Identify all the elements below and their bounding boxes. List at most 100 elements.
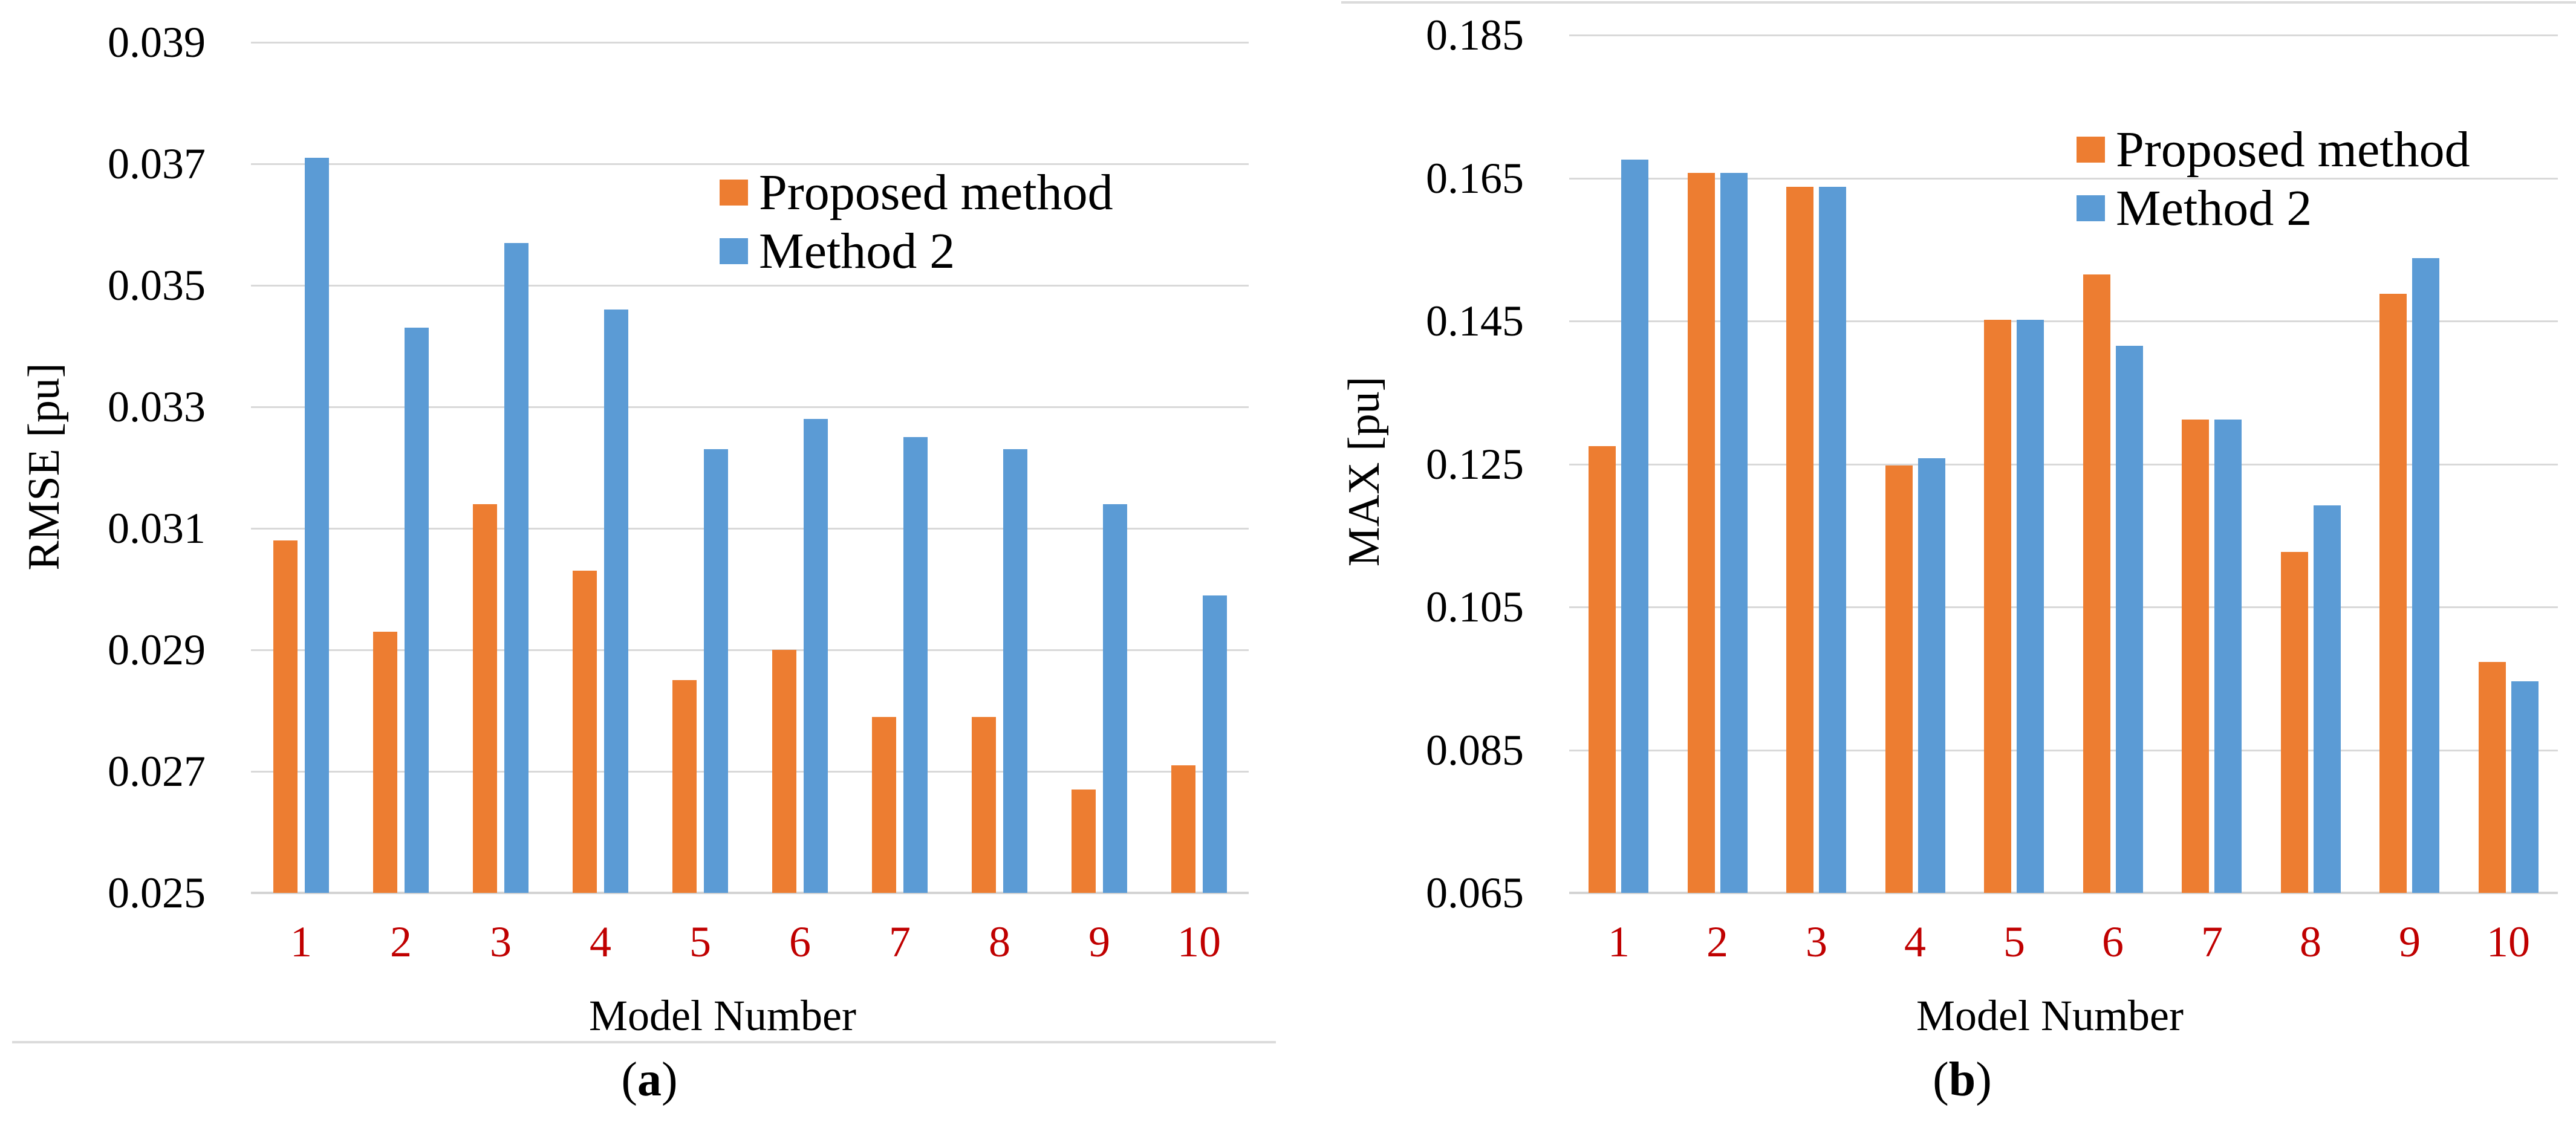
x-tick-label: 9 xyxy=(2399,918,2421,966)
bar-proposed-method-model-5 xyxy=(672,680,697,893)
bar-proposed-method-model-8 xyxy=(2281,552,2308,893)
legend-label: Proposed method xyxy=(2116,122,2470,178)
x-tick-label: 5 xyxy=(2003,918,2025,966)
x-tick-label: 6 xyxy=(789,918,811,966)
bar-method-2-model-3 xyxy=(504,243,529,893)
legend-item-method-2: Method 2 xyxy=(2077,179,2470,238)
legend-item-proposed-method: Proposed method xyxy=(2077,120,2470,179)
y-tick-label: 0.035 xyxy=(108,261,206,310)
y-tick-label: 0.185 xyxy=(1426,11,1524,59)
bar-proposed-method-model-2 xyxy=(373,632,397,893)
bar-method-2-model-10 xyxy=(2511,681,2539,893)
bar-method-2-model-9 xyxy=(2412,258,2439,893)
legend: Proposed method Method 2 xyxy=(720,163,1113,280)
legend-swatch-method-2 xyxy=(2077,195,2105,221)
x-tick-label: 10 xyxy=(2487,918,2530,966)
y-tick-label: 0.031 xyxy=(108,504,206,553)
y-tick-label: 0.033 xyxy=(108,383,206,431)
gridline xyxy=(251,285,1249,287)
bar-proposed-method-model-6 xyxy=(2083,274,2110,893)
x-axis-line xyxy=(1569,892,2558,894)
caption-letter: b xyxy=(1948,1053,1976,1106)
legend-item-method-2: Method 2 xyxy=(720,222,1113,280)
x-axis-title: Model Number xyxy=(589,991,856,1040)
caption-open-paren: ( xyxy=(621,1053,637,1106)
caption-close-paren: ) xyxy=(1976,1053,1992,1106)
bar-method-2-model-7 xyxy=(903,437,928,893)
y-tick-label: 0.025 xyxy=(108,869,206,917)
gridline xyxy=(251,771,1249,773)
x-tick-label: 7 xyxy=(2201,918,2223,966)
x-tick-label: 3 xyxy=(1806,918,1827,966)
x-tick-label: 6 xyxy=(2102,918,2124,966)
figure-a-bottom-edge xyxy=(12,1041,1276,1043)
legend-label: Method 2 xyxy=(2116,180,2312,236)
x-tick-label: 8 xyxy=(2300,918,2321,966)
panel-a: RMSE [pu] Model Number (a) Proposed meth… xyxy=(19,163,1113,1107)
legend-label: Proposed method xyxy=(759,164,1113,221)
bar-proposed-method-model-3 xyxy=(473,504,497,893)
bar-method-2-model-8 xyxy=(2314,505,2341,893)
x-tick-label: 3 xyxy=(490,918,512,966)
bar-method-2-model-7 xyxy=(2214,420,2242,893)
x-tick-label: 8 xyxy=(989,918,1010,966)
x-tick-label: 5 xyxy=(689,918,711,966)
x-tick-label: 2 xyxy=(390,918,412,966)
gridline xyxy=(1569,606,2558,608)
x-axis-title: Model Number xyxy=(1916,991,2184,1040)
bar-method-2-model-6 xyxy=(804,419,828,893)
bar-proposed-method-model-4 xyxy=(1885,465,1913,893)
gridline xyxy=(251,406,1249,408)
bar-proposed-method-model-10 xyxy=(2479,662,2506,893)
caption-open-paren: ( xyxy=(1933,1053,1949,1106)
y-tick-label: 0.039 xyxy=(108,18,206,66)
bar-proposed-method-model-7 xyxy=(872,717,896,893)
x-tick-label: 1 xyxy=(1608,918,1630,966)
panel-b: MAX [pu] Model Number (b) Proposed metho… xyxy=(1288,0,2576,1122)
legend-swatch-proposed-method xyxy=(2077,137,2105,163)
y-tick-label: 0.065 xyxy=(1426,869,1524,917)
caption-letter: a xyxy=(637,1053,662,1106)
legend-label: Method 2 xyxy=(759,223,955,279)
legend-swatch-method-2 xyxy=(720,238,748,264)
y-tick-label: 0.105 xyxy=(1426,583,1524,631)
gridline xyxy=(251,649,1249,651)
y-tick-label: 0.027 xyxy=(108,747,206,796)
bar-method-2-model-2 xyxy=(405,328,429,893)
y-tick-label: 0.029 xyxy=(108,626,206,674)
gridline xyxy=(1569,34,2558,36)
y-tick-label: 0.085 xyxy=(1426,725,1524,774)
x-tick-label: 10 xyxy=(1177,918,1221,966)
bar-method-2-model-2 xyxy=(1720,173,1748,893)
x-axis-line xyxy=(251,892,1249,894)
bar-method-2-model-5 xyxy=(2017,320,2044,893)
gridline xyxy=(1569,463,2558,465)
bar-method-2-model-4 xyxy=(604,310,628,893)
y-tick-label: 0.145 xyxy=(1426,297,1524,345)
bar-proposed-method-model-10 xyxy=(1171,765,1195,893)
y-tick-label: 0.037 xyxy=(108,140,206,188)
bar-method-2-model-5 xyxy=(704,449,728,893)
bar-method-2-model-6 xyxy=(2116,346,2143,893)
x-tick-label: 4 xyxy=(590,918,611,966)
gridline xyxy=(251,42,1249,44)
bar-method-2-model-9 xyxy=(1103,504,1127,893)
x-tick-label: 2 xyxy=(1706,918,1728,966)
caption-close-paren: ) xyxy=(662,1053,678,1106)
bar-proposed-method-model-9 xyxy=(2379,294,2407,893)
gridline xyxy=(1569,177,2558,180)
bar-proposed-method-model-6 xyxy=(772,650,796,893)
x-tick-label: 4 xyxy=(1904,918,1926,966)
gridline xyxy=(251,163,1249,165)
bar-method-2-model-8 xyxy=(1003,449,1027,893)
legend: Proposed method Method 2 xyxy=(2077,120,2470,238)
panel-caption: (b) xyxy=(1660,1052,2265,1107)
bar-proposed-method-model-1 xyxy=(1589,446,1616,893)
bar-method-2-model-1 xyxy=(305,158,329,893)
legend-swatch-proposed-method xyxy=(720,180,748,206)
bar-proposed-method-model-8 xyxy=(972,717,996,893)
panel-caption: (a) xyxy=(347,1052,952,1107)
x-tick-label: 1 xyxy=(290,918,312,966)
